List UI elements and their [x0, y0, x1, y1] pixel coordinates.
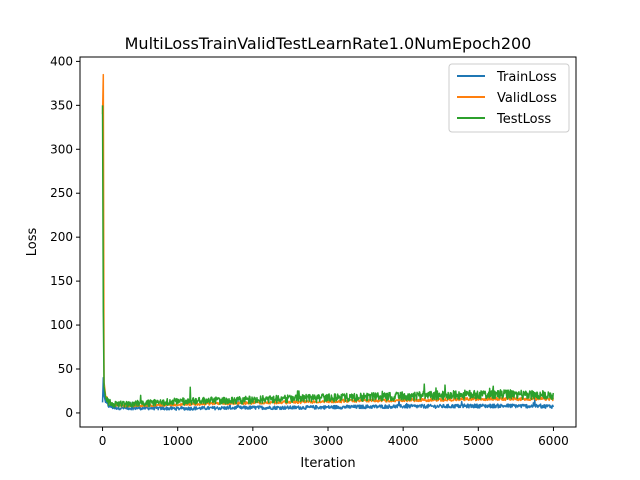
series-line-validloss: [101, 73, 554, 408]
y-tick-label: 0: [65, 406, 73, 420]
y-tick-label: 50: [58, 362, 73, 376]
x-tick-label: 5000: [463, 434, 494, 448]
series-line-trainloss: [101, 377, 554, 411]
legend-label: TestLoss: [496, 112, 551, 127]
y-tick-label: 400: [50, 54, 73, 68]
chart-title: MultiLossTrainValidTestLearnRate1.0NumEp…: [125, 34, 532, 53]
series-layer: [101, 73, 554, 411]
legend-box: [448, 63, 570, 133]
series-line-testloss: [101, 105, 554, 408]
y-tick-label: 150: [50, 274, 73, 288]
x-tick-label: 2000: [238, 434, 269, 448]
legend-label: ValidLoss: [497, 91, 557, 106]
x-tick-label: 4000: [388, 434, 419, 448]
y-tick-label: 250: [50, 186, 73, 200]
x-axis: 0 1000 2000 3000 4000 5000 6000: [99, 427, 569, 448]
x-tick-label: 6000: [538, 434, 569, 448]
y-tick-label: 350: [50, 98, 73, 112]
x-axis-label: Iteration: [300, 456, 355, 471]
x-tick-label: 3000: [313, 434, 344, 448]
x-tick-label: 1000: [162, 434, 193, 448]
y-tick-label: 300: [50, 142, 73, 156]
y-tick-label: 100: [50, 318, 73, 332]
x-tick-label: 0: [99, 434, 107, 448]
y-axis-label: Loss: [25, 228, 40, 257]
legend: TrainLoss ValidLoss TestLoss: [448, 63, 570, 133]
legend-label: TrainLoss: [496, 70, 557, 85]
y-axis: 0 50 100 150 200 250 300 350 400: [50, 54, 80, 420]
y-tick-label: 200: [50, 230, 73, 244]
